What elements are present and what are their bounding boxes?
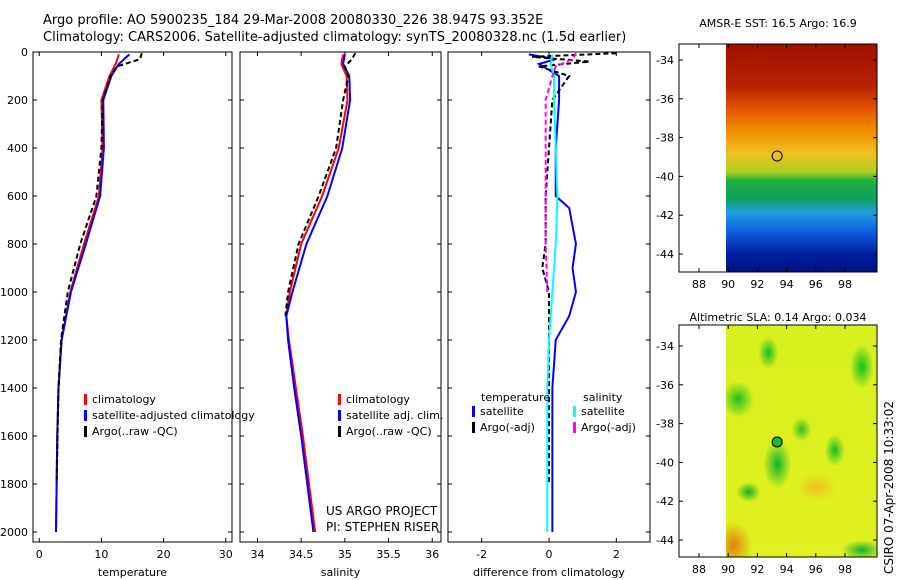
series-line-salinity-argo-adj-: [544, 52, 577, 293]
legend-entry: Argo(..raw -QC): [346, 425, 432, 438]
x-tick-label: 20: [157, 548, 171, 561]
y-tick-label: -44: [656, 534, 674, 547]
series-line-argo-raw-qc-: [284, 52, 357, 317]
series-line-temperature-argo-adj-: [532, 52, 617, 484]
y-tick-label: 400: [7, 142, 28, 155]
sla-map: [726, 325, 877, 557]
series-line-argo-raw-qc-: [55, 52, 143, 485]
axes-frame: [32, 51, 233, 543]
x-tick-label: 96: [809, 563, 823, 576]
x-tick-label: 2: [613, 548, 620, 561]
map-frame: [678, 324, 878, 558]
legend-header: temperature: [481, 391, 550, 404]
x-tick-label: 35: [338, 548, 352, 561]
x-tick-label: 94: [780, 278, 794, 291]
y-tick-label: 200: [7, 94, 28, 107]
x-tick-label: 92: [750, 278, 764, 291]
series-line-satellite-adj-clim-: [285, 54, 352, 533]
legend-swatch: [472, 422, 475, 433]
x-tick-label: 98: [838, 563, 852, 576]
series-line-salinity-satellite: [546, 54, 559, 532]
y-tick-label: -38: [656, 132, 674, 145]
x-tick-label: 34.5: [289, 548, 314, 561]
y-tick-label: 0: [21, 46, 28, 59]
legend-swatch: [84, 410, 87, 421]
sst-map: [726, 44, 877, 272]
y-tick-label: -36: [656, 93, 674, 106]
series-line-climatology: [55, 54, 120, 533]
series-line-climatology: [285, 54, 349, 533]
legend-swatch: [573, 406, 576, 417]
x-tick-label: 90: [721, 278, 735, 291]
x-tick-label: 0: [546, 548, 553, 561]
credit-text: US ARGO PROJECT: [326, 504, 438, 518]
map-title: Altimetric SLA: 0.14 Argo: 0.034: [689, 311, 866, 324]
y-tick-label: 1600: [0, 430, 28, 443]
y-tick-label: -34: [656, 340, 674, 353]
timestamp-stamp: CSIRO 07-Apr-2008 10:33:02: [882, 400, 896, 574]
legend-swatch: [338, 426, 341, 437]
x-tick-label: 94: [780, 563, 794, 576]
legend-entry: climatology: [92, 393, 156, 406]
x-tick-label: 88: [692, 278, 706, 291]
y-tick-label: -44: [656, 248, 674, 261]
legend-entry: satellite: [581, 405, 625, 418]
axes-frame: [239, 51, 442, 543]
x-axis-label: salinity: [321, 566, 361, 579]
legend-swatch: [84, 394, 87, 405]
y-tick-label: -36: [656, 379, 674, 392]
x-tick-label: 10: [94, 548, 108, 561]
x-tick-label: 30: [219, 548, 233, 561]
x-tick-label: 90: [721, 563, 735, 576]
x-tick-label: 0: [36, 548, 43, 561]
x-tick-label: 96: [809, 278, 823, 291]
title-line-1: Argo profile: AO 5900235_184 29-Mar-2008…: [43, 13, 544, 28]
map-title: AMSR-E SST: 16.5 Argo: 16.9: [699, 17, 857, 30]
x-tick-label: 92: [750, 563, 764, 576]
legend-entry: Argo(-adj): [581, 421, 636, 434]
y-tick-label: -40: [656, 456, 674, 469]
legend-entry: Argo(-adj): [480, 421, 535, 434]
y-tick-label: -38: [656, 418, 674, 431]
y-tick-label: -40: [656, 170, 674, 183]
y-tick-label: -42: [656, 495, 674, 508]
title-line-2: Climatology: CARS2006. Satellite-adjuste…: [43, 30, 627, 45]
x-axis-label: temperature: [98, 566, 167, 579]
legend-entry: satellite-adjusted climatology: [92, 409, 255, 422]
legend-entry: climatology: [346, 393, 410, 406]
legend-swatch: [573, 422, 576, 433]
y-tick-label: 1200: [0, 334, 28, 347]
x-tick-label: 98: [838, 278, 852, 291]
x-tick-label: 35.5: [376, 548, 401, 561]
argo-position-marker: [771, 150, 783, 162]
y-tick-label: 800: [7, 238, 28, 251]
x-tick-label: -2: [476, 548, 487, 561]
argo-position-marker: [771, 436, 783, 448]
map-frame: [678, 43, 878, 273]
legend-entry: Argo(..raw -QC): [92, 425, 178, 438]
y-tick-label: -42: [656, 209, 674, 222]
legend-swatch: [338, 410, 341, 421]
y-tick-label: 1000: [0, 286, 28, 299]
x-tick-label: 36: [425, 548, 439, 561]
pi-text: PI: STEPHEN RISER: [326, 520, 440, 534]
legend-entry: satellite: [480, 405, 524, 418]
x-tick-label: 34: [250, 548, 264, 561]
legend-entry: satellite adj. clim.: [346, 409, 443, 422]
legend-header: salinity: [583, 391, 623, 404]
x-axis-label: difference from climatology: [473, 566, 625, 579]
y-tick-label: 2000: [0, 526, 28, 539]
legend-swatch: [338, 394, 341, 405]
legend-swatch: [472, 406, 475, 417]
y-tick-label: 600: [7, 190, 28, 203]
x-tick-label: 88: [692, 563, 706, 576]
legend-swatch: [84, 426, 87, 437]
y-tick-label: 1800: [0, 478, 28, 491]
y-tick-label: 1400: [0, 382, 28, 395]
y-tick-label: -34: [656, 54, 674, 67]
